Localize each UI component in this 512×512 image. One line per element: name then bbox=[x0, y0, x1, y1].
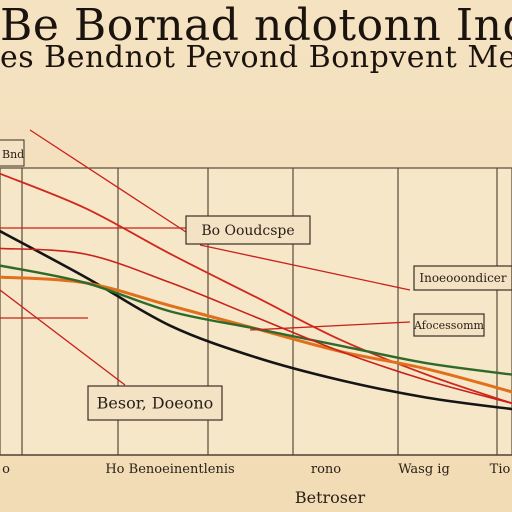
leader-line-4 bbox=[249, 321, 411, 331]
legend-box-label: Bnd bbox=[2, 148, 24, 161]
plot-background bbox=[0, 167, 512, 456]
x-tick-label-2: Ho Benoeinentlenis bbox=[105, 462, 234, 477]
annotation-box-1 bbox=[185, 215, 311, 245]
series-line-5 bbox=[0, 247, 512, 405]
chart-title-line-1: Be Bornad ndotonn Ind bbox=[0, 0, 512, 51]
x-tick-label-1: o bbox=[2, 462, 10, 477]
series-line-1 bbox=[0, 172, 512, 405]
annotation-box-3 bbox=[413, 313, 485, 337]
series-line-4 bbox=[0, 264, 512, 376]
x-tick-label-5: Tio bbox=[490, 462, 511, 477]
x-axis-label: Betroser bbox=[295, 488, 366, 507]
annotation-label-1: Bo Ooudcspe bbox=[201, 223, 294, 239]
x-tick-labels: o Ho Benoeinentlenis rono Wasg ig Tio bbox=[2, 462, 510, 477]
annotation-box-4 bbox=[87, 385, 223, 421]
x-tick-label-3: rono bbox=[311, 462, 341, 477]
annotation-label-3: Afocessomm bbox=[413, 319, 484, 332]
legend-box bbox=[0, 139, 25, 167]
leader-line-3 bbox=[199, 244, 411, 291]
chart-title-line-2: es Bendnot Pevond Bonpvent Menego bbox=[0, 40, 512, 75]
annotation-leaders bbox=[0, 129, 411, 386]
leader-line-2 bbox=[0, 289, 126, 386]
leader-line-0 bbox=[29, 129, 187, 233]
grid bbox=[0, 167, 512, 456]
annotation-box-2 bbox=[413, 265, 512, 291]
series-group bbox=[0, 172, 512, 411]
annotation-label-4: Besor, Doeono bbox=[97, 394, 214, 413]
series-line-2 bbox=[0, 229, 512, 411]
annotation-boxes: Bnd Bo Ooudcspe Inoeooondicer Afocessomm Bes… bbox=[0, 139, 512, 421]
x-tick-label-4: Wasg ig bbox=[398, 462, 450, 477]
annotation-label-2: Inoeooondicer bbox=[419, 271, 507, 285]
